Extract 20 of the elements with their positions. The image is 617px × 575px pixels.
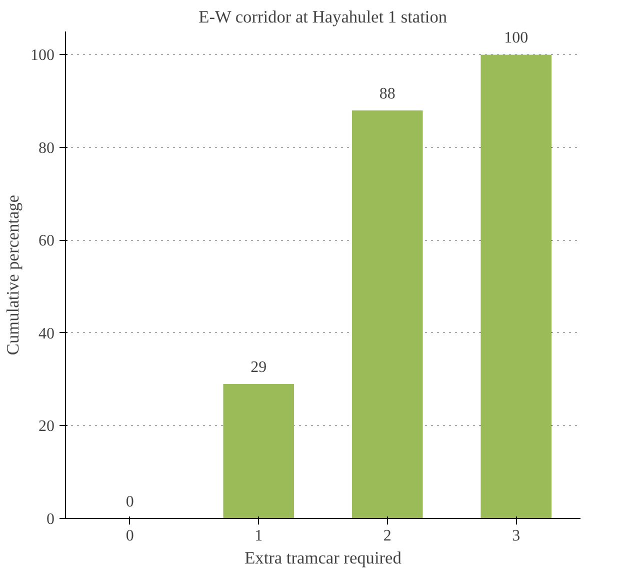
data-label: 29 bbox=[250, 358, 267, 376]
chart-title: E-W corridor at Hayahulet 1 station bbox=[198, 8, 448, 26]
y-axis-title: Cumulative percentage bbox=[4, 194, 22, 356]
bar bbox=[223, 384, 294, 518]
x-tick-label: 3 bbox=[512, 528, 520, 544]
y-tick-label: 100 bbox=[30, 47, 54, 64]
x-tick-label: 1 bbox=[254, 528, 263, 544]
bar bbox=[480, 54, 552, 518]
y-tick-label: 0 bbox=[46, 511, 54, 528]
bar bbox=[352, 110, 423, 518]
data-label: 88 bbox=[379, 85, 396, 102]
x-tick-label: 2 bbox=[383, 528, 392, 544]
x-axis-title: Extra tramcar required bbox=[244, 548, 402, 568]
y-tick-label: 60 bbox=[38, 232, 54, 250]
data-label: 0 bbox=[126, 494, 134, 510]
y-tick-label: 80 bbox=[38, 140, 54, 157]
x-tick-label: 0 bbox=[126, 528, 134, 544]
y-tick-label: 20 bbox=[38, 418, 54, 436]
y-tick-label: 40 bbox=[38, 325, 54, 342]
data-label: 100 bbox=[504, 30, 528, 47]
